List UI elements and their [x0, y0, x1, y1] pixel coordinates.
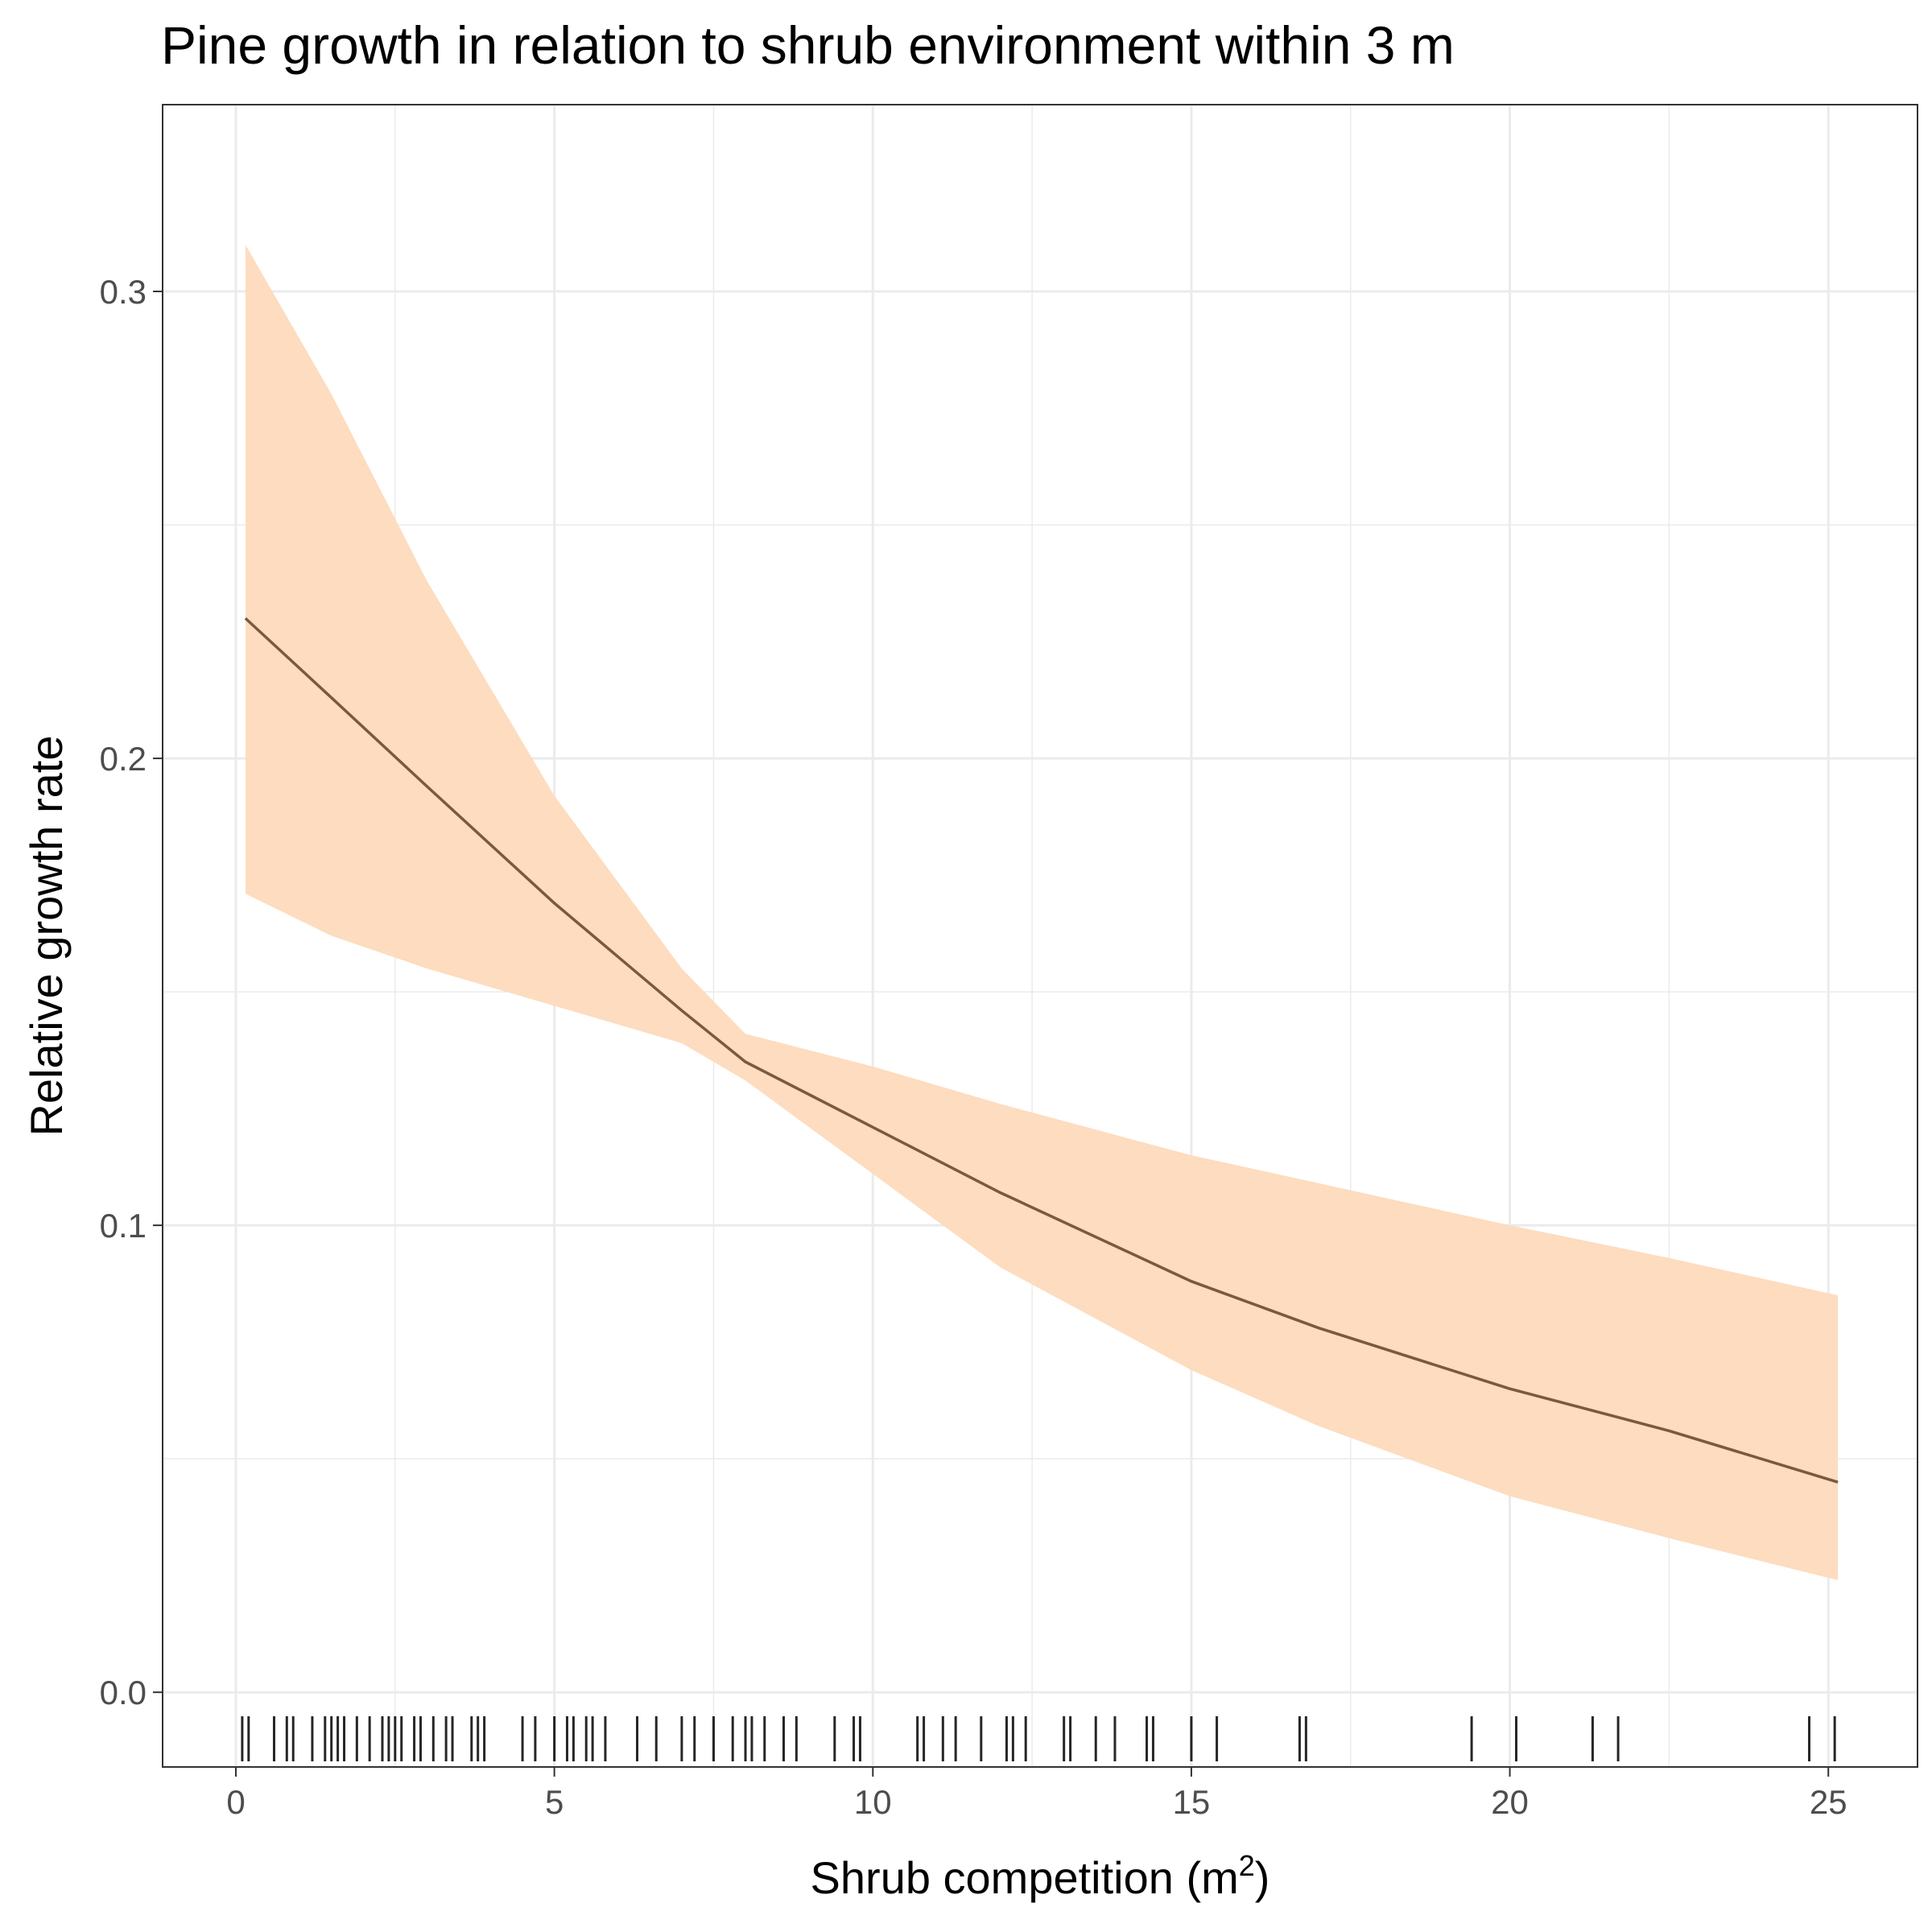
y-tick-label: 0.2	[100, 740, 147, 778]
x-axis: 0 5 10 15 20 25	[226, 1767, 1847, 1821]
panel-border	[162, 104, 1918, 1768]
chart-title: Pine growth in relation to shrub environ…	[161, 15, 1455, 75]
x-axis-title-superscript: 2	[1239, 1849, 1255, 1882]
x-tick-label: 15	[1173, 1783, 1211, 1821]
y-tick-label: 0.3	[100, 273, 147, 311]
confidence-band	[245, 245, 1839, 1580]
x-axis-title-main: Shrub competition (m	[811, 1852, 1239, 1903]
x-tick-label: 10	[854, 1783, 892, 1821]
fitted-line	[244, 617, 1839, 1484]
y-axis: 0.0 0.1 0.2 0.3	[100, 273, 163, 1711]
y-axis-title: Relative growth rate	[21, 735, 72, 1136]
x-tick-label: 25	[1810, 1783, 1847, 1821]
y-tick-label: 0.0	[100, 1674, 147, 1711]
x-axis-title: Shrub competition (m2)	[811, 1849, 1270, 1903]
rug-marks	[241, 1716, 1836, 1761]
x-tick-label: 5	[545, 1783, 564, 1821]
x-tick-label: 0	[226, 1783, 245, 1821]
y-tick-label: 0.1	[100, 1207, 147, 1245]
x-axis-title-close: )	[1255, 1852, 1270, 1903]
x-tick-label: 20	[1491, 1783, 1529, 1821]
